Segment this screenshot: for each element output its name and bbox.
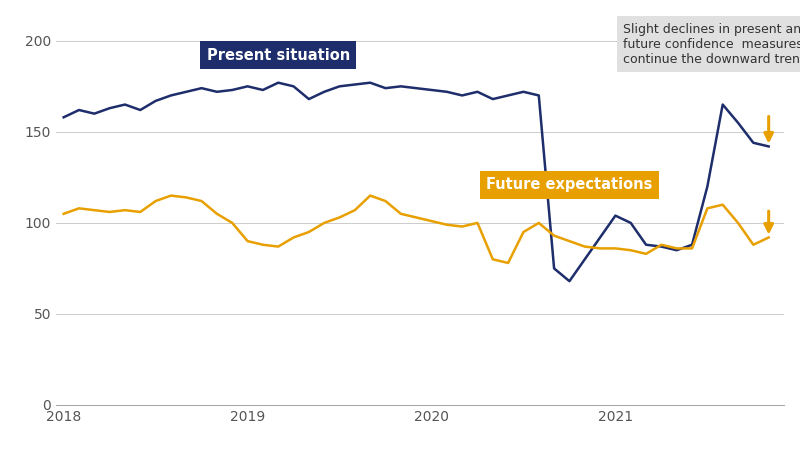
Text: Slight declines in present and
future confidence  measures
continue the downward: Slight declines in present and future co… — [623, 22, 800, 66]
Text: Future expectations: Future expectations — [486, 177, 653, 192]
Text: Present situation: Present situation — [206, 48, 350, 63]
